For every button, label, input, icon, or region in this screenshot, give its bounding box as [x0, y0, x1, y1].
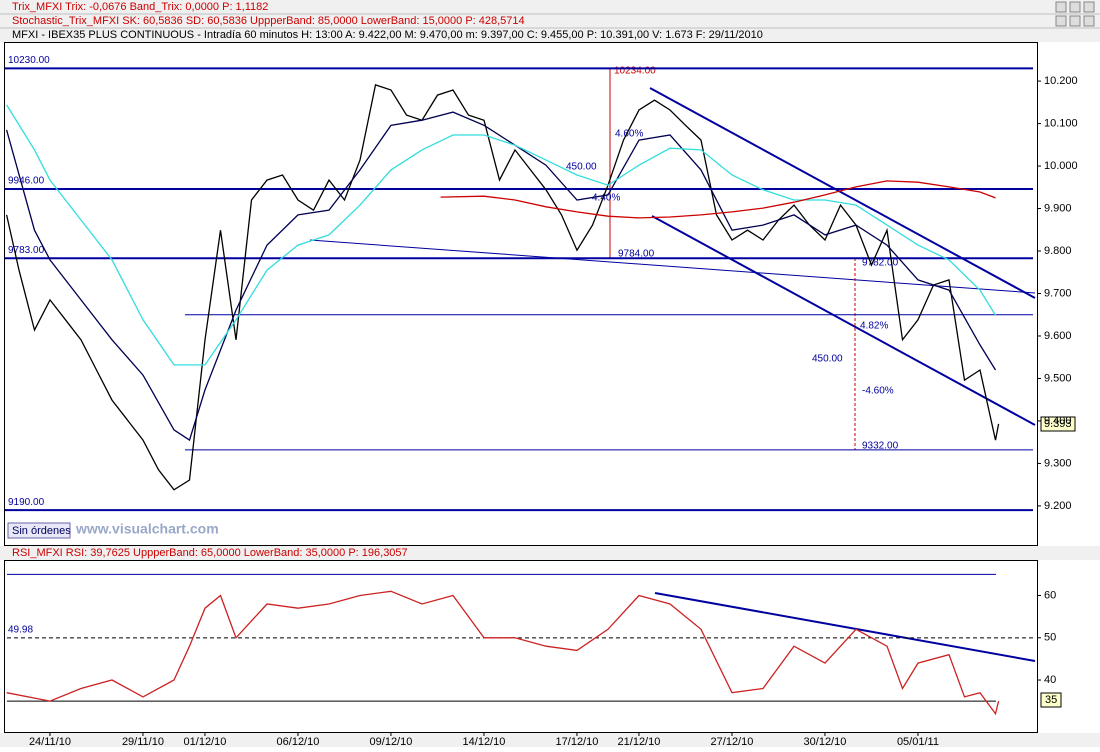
button[interactable] — [1069, 1, 1081, 13]
y-tick-label: 40 — [1044, 674, 1056, 686]
annotation: 450.00 — [566, 162, 597, 173]
order-button[interactable] — [7, 522, 71, 539]
level-label: 10230.00 — [8, 55, 50, 66]
rsi-header: RSI_MFXI RSI: 39,7625 UppperBand: 65,000… — [12, 547, 408, 559]
button[interactable] — [1055, 15, 1067, 27]
x-tick-label: 14/12/10 — [463, 736, 506, 747]
annotation: 10234.00 — [614, 66, 656, 77]
y-tick-label: 9.900 — [1044, 202, 1072, 214]
x-tick-label: 24/11/10 — [29, 736, 71, 747]
x-tick-label: 30/12/10 — [804, 736, 847, 747]
y-tick-label: 9.200 — [1044, 500, 1072, 512]
annotation: 9332.00 — [862, 441, 899, 452]
indicator-header: Stochastic_Trix_MFXI SK: 60,5836 SD: 60,… — [12, 15, 525, 27]
y-tick-label: 60 — [1044, 589, 1056, 601]
trendline — [649, 87, 1036, 299]
trendlines — [309, 87, 1036, 662]
date-bar — [0, 733, 1100, 747]
y-tick-label: 9.800 — [1044, 245, 1072, 257]
annotation: 4.40% — [592, 193, 620, 204]
y-tick-label: 9.500 — [1044, 372, 1072, 384]
header-bar — [0, 0, 1100, 42]
y-tick-label: 9.600 — [1044, 330, 1072, 342]
window-buttons[interactable] — [1055, 1, 1095, 27]
series-line — [5, 84, 1000, 491]
x-tick-label: 01/12/10 — [184, 736, 227, 747]
y-tick-label: 10.100 — [1044, 117, 1078, 129]
button[interactable] — [1083, 1, 1095, 13]
series-line — [6, 590, 1000, 716]
order-button-label[interactable]: Sin órdenes — [12, 525, 71, 537]
y-tick-label: 10.000 — [1044, 160, 1078, 172]
watermark: www.visualchart.com — [75, 521, 219, 537]
x-tick-label: 05/01/11 — [897, 736, 939, 747]
series-line — [440, 180, 996, 219]
series-line — [6, 104, 997, 366]
y-tick-label: 9.700 — [1044, 287, 1072, 299]
series-line — [5, 111, 997, 442]
annotation: 4.82% — [860, 321, 888, 332]
x-tick-label: 06/12/10 — [277, 736, 320, 747]
level-label: 9946.00 — [8, 176, 45, 187]
last-rsi-box — [1040, 692, 1062, 708]
x-tick-label: 17/12/10 — [556, 736, 599, 747]
annotation: 4.60% — [615, 129, 643, 140]
x-tick-label: 09/12/10 — [370, 736, 413, 747]
level-label: 9190.00 — [8, 497, 45, 508]
y-tick-label: 9.300 — [1044, 457, 1072, 469]
level-label: 9783.00 — [8, 245, 45, 256]
button[interactable] — [1083, 15, 1095, 27]
last-price: 9.393 — [1044, 418, 1072, 430]
last-rsi: 35 — [1045, 694, 1057, 706]
reference-label: 49.98 — [8, 624, 33, 635]
button[interactable] — [1069, 15, 1081, 27]
x-tick-label: 29/11/10 — [122, 736, 164, 747]
y-tick-label: 9.400 — [1044, 415, 1072, 427]
instrument-header: MFXI - IBEX35 PLUS CONTINUOUS - Intradía… — [12, 29, 763, 41]
indicator-header: Trix_MFXI Trix: -0,0676 Band_Trix: 0,000… — [12, 1, 268, 13]
annotation: 9782.00 — [862, 258, 899, 269]
y-tick-label: 10.200 — [1044, 75, 1078, 87]
last-price-box — [1040, 416, 1076, 432]
annotation: 9784.00 — [618, 249, 655, 260]
x-tick-label: 27/12/10 — [711, 736, 754, 747]
rsi-header-bar — [0, 546, 1100, 560]
rsi-frame — [4, 560, 1038, 733]
trendline — [654, 592, 1036, 662]
trendline — [651, 215, 1036, 426]
annotation: 450.00 — [812, 354, 843, 365]
trendline — [309, 239, 1036, 294]
button[interactable] — [1055, 1, 1067, 13]
y-tick-label: 50 — [1044, 632, 1056, 644]
measure-arrows — [609, 68, 856, 450]
x-tick-label: 21/12/10 — [618, 736, 661, 747]
annotation: -4.60% — [862, 386, 894, 397]
